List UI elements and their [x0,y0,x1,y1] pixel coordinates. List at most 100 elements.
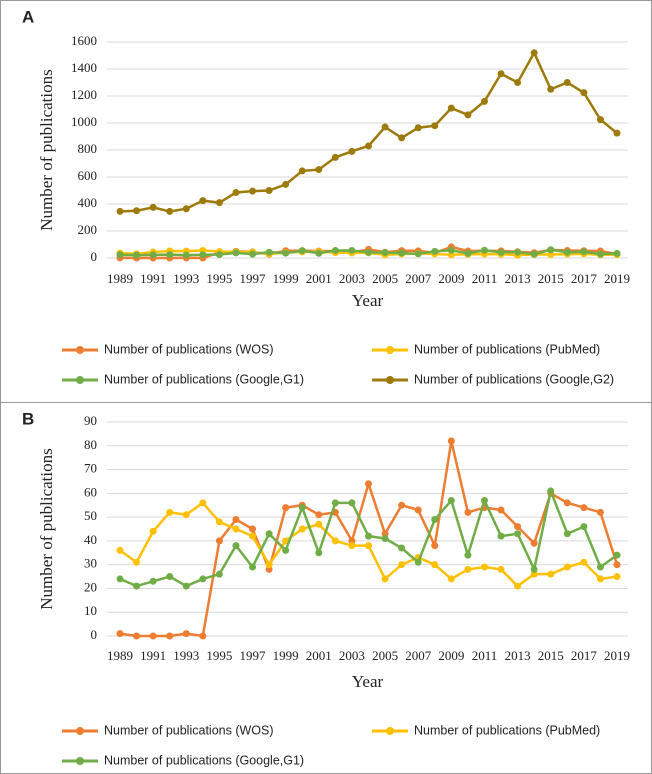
data-point [315,166,323,174]
data-point [182,511,190,519]
series-line [119,50,618,213]
data-point [249,532,257,540]
data-point [563,79,571,86]
data-point [464,249,472,257]
data-point [398,501,406,509]
data-point [315,549,323,557]
data-point [398,544,406,552]
data-point [514,79,522,86]
legend-label: Number of publications (Google,G1) [104,372,304,386]
y-tick-label: 40 [84,532,97,547]
x-tick-label: 1993 [173,271,199,286]
data-point [596,250,604,258]
legend-marker [386,727,394,735]
data-point [298,525,306,533]
data-point [497,532,505,540]
y-tick-label: 10 [84,603,97,618]
data-point [249,525,257,533]
data-point [232,525,240,533]
data-point [315,520,323,528]
data-point [182,251,190,259]
data-point [149,251,157,259]
data-point [398,249,406,257]
x-tick-label: 1991 [140,648,166,663]
data-point [116,630,124,638]
data-point [182,630,190,638]
y-tick-label: 80 [84,437,97,452]
data-point [381,123,389,131]
y-axis-title: Number of publications [37,448,56,609]
legend-label: Number of publications (WOS) [104,342,274,356]
data-point [480,246,488,254]
legend-marker [76,757,84,765]
data-point [282,249,290,257]
data-point [530,565,538,573]
data-point [613,573,621,581]
data-point [613,129,621,137]
x-tick-label: 2007 [405,271,432,286]
data-point [215,570,223,578]
data-point [265,561,273,569]
data-point [580,504,588,512]
x-tick-label: 2009 [438,271,464,286]
data-point [232,189,240,197]
data-point [547,570,555,578]
data-point [580,89,588,97]
legend-marker [76,346,84,354]
data-point [414,506,422,514]
legend-label: Number of publications (PubMed) [414,723,600,737]
data-point [547,85,555,93]
data-point [480,97,488,105]
data-point [166,508,174,516]
data-point [249,187,257,195]
legend-marker [386,376,394,384]
x-tick-label: 2019 [604,271,630,286]
y-tick-label: 400 [78,195,98,210]
data-point [315,249,323,257]
data-point [166,632,174,640]
data-point [116,575,124,583]
data-point [282,180,290,188]
x-tick-label: 2001 [306,648,332,663]
x-tick-label: 2009 [438,648,464,663]
x-tick-label: 1993 [173,648,199,663]
data-point [447,575,455,583]
data-point [232,542,240,550]
legend-label: Number of publications (Google,G1) [104,753,304,767]
data-point [348,542,356,550]
data-point [431,122,439,130]
data-point [149,577,157,585]
y-tick-label: 800 [78,141,98,156]
data-point [133,207,141,215]
data-point [613,551,621,559]
data-point [547,246,555,254]
y-tick-label: 90 [84,413,97,428]
data-point [431,247,439,255]
x-tick-label: 2005 [372,271,398,286]
legend-marker [76,727,84,735]
data-point [431,542,439,550]
y-tick-label: 600 [78,168,98,183]
x-tick-label: 2003 [339,271,365,286]
data-point [480,496,488,504]
x-tick-label: 1989 [107,648,133,663]
data-point [232,515,240,523]
data-point [580,248,588,256]
data-point [166,573,174,581]
x-tick-label: 2005 [372,648,398,663]
data-point [464,111,472,119]
data-point [464,508,472,516]
data-point [497,565,505,573]
data-point [133,632,141,640]
data-point [365,532,372,540]
data-point [149,527,157,535]
y-tick-label: 1400 [71,60,97,75]
data-point [365,480,372,488]
data-point [166,207,174,215]
panel-label: A [22,7,34,26]
data-point [348,246,356,254]
data-point [447,496,455,504]
x-tick-label: 2017 [571,271,598,286]
x-tick-label: 2003 [339,648,365,663]
x-tick-label: 2015 [538,648,564,663]
